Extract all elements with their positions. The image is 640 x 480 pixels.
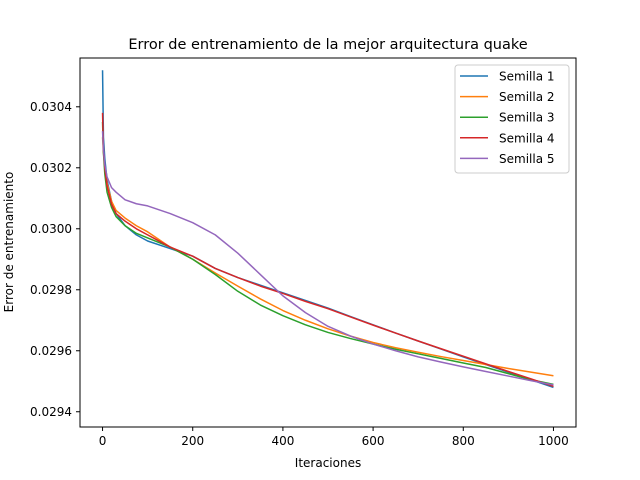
- x-tick-label: 1000: [538, 434, 569, 448]
- y-tick-label: 0.0298: [30, 283, 72, 297]
- x-tick-label: 200: [181, 434, 204, 448]
- y-tick-label: 0.0304: [30, 100, 72, 114]
- y-axis-label: Error de entrenamiento: [2, 172, 16, 313]
- series-layer: [101, 70, 554, 389]
- legend-label-2: Semilla 2: [499, 90, 555, 104]
- x-tick-label: 800: [452, 434, 475, 448]
- x-tick-label: 400: [271, 434, 294, 448]
- y-tick-label: 0.0300: [30, 222, 72, 236]
- series-line-3: [101, 122, 554, 386]
- plot-frame: [79, 57, 577, 428]
- legend-label-1: Semilla 1: [499, 70, 555, 84]
- x-tick-label: 0: [99, 434, 107, 448]
- legend-label-4: Semilla 4: [499, 131, 555, 145]
- x-axis: 0 200 400 600 800 1000: [99, 427, 569, 448]
- y-tick-label: 0.0296: [30, 344, 72, 358]
- legend-label-5: Semilla 5: [499, 152, 555, 166]
- series-line-4: [101, 112, 554, 388]
- y-axis: 0.0294 0.0296 0.0298 0.0300 0.0302 0.0304: [30, 100, 80, 419]
- series-line-5: [101, 131, 554, 386]
- series-line-2: [101, 137, 554, 377]
- legend-box: [454, 64, 570, 174]
- x-axis-label: Iteraciones: [295, 456, 361, 470]
- y-tick-label: 0.0294: [30, 405, 72, 419]
- x-tick-label: 600: [362, 434, 385, 448]
- y-tick-label: 0.0302: [30, 161, 72, 175]
- legend: Semilla 1 Semilla 2 Semilla 3 Semilla 4 Semi…: [454, 64, 570, 174]
- chart-title: Error de entrenamiento de la mejor arqui…: [128, 37, 527, 53]
- legend-label-3: Semilla 3: [499, 111, 555, 125]
